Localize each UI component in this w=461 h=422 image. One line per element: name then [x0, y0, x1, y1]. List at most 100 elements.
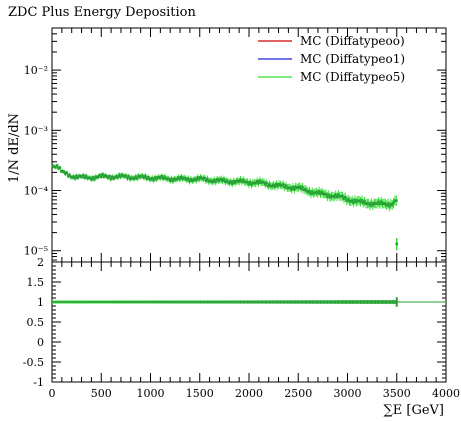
- data-point: [299, 187, 303, 191]
- data-point: [230, 182, 234, 186]
- data-point: [247, 182, 251, 186]
- data-point: [83, 176, 87, 180]
- data-point: [319, 192, 322, 195]
- data-point: [395, 242, 399, 246]
- data-point: [255, 179, 259, 183]
- data-point: [75, 174, 78, 178]
- data-point: [175, 177, 179, 181]
- data-point: [334, 193, 337, 197]
- main-y-tick-label: 10⁻³: [24, 124, 48, 137]
- data-point: [305, 189, 309, 192]
- data-point: [291, 185, 295, 189]
- data-point: [313, 191, 317, 194]
- data-point: [251, 181, 255, 185]
- data-point: [162, 177, 165, 180]
- data-point: [72, 175, 75, 178]
- data-point: [119, 175, 122, 179]
- data-point: [182, 176, 186, 180]
- data-point: [130, 176, 133, 180]
- data-point: [55, 164, 59, 167]
- data-point: [261, 180, 264, 184]
- main-y-tick-label: 10⁻⁴: [24, 185, 49, 198]
- data-point: [276, 184, 280, 188]
- data-point: [210, 179, 213, 183]
- data-point: [120, 173, 124, 177]
- data-point: [105, 175, 109, 178]
- data-point: [145, 177, 149, 181]
- data-point: [170, 177, 173, 181]
- data-point: [73, 177, 77, 180]
- data-point: [207, 180, 211, 183]
- data-point: [323, 193, 326, 196]
- data-point: [226, 180, 230, 184]
- data-point: [87, 176, 91, 180]
- legend-label: MC (Diffatypeo1): [300, 52, 405, 66]
- data-point: [178, 177, 182, 181]
- data-point: [139, 174, 143, 178]
- data-point: [59, 169, 63, 173]
- data-point: [219, 177, 223, 181]
- data-point: [377, 200, 380, 204]
- x-axis-label: ∑E [GeV]: [383, 403, 444, 418]
- data-point: [179, 175, 183, 179]
- data-point: [265, 181, 269, 185]
- main-y-axis: 10⁻⁵ 10⁻⁴ 10⁻³ 10⁻²: [24, 28, 447, 262]
- data-point: [134, 175, 138, 178]
- data-point: [171, 179, 175, 183]
- data-point: [135, 177, 139, 180]
- data-point: [273, 185, 277, 188]
- data-point: [133, 177, 136, 181]
- data-point: [190, 179, 194, 183]
- data-point: [350, 199, 354, 202]
- data-point: [155, 177, 158, 181]
- data-point: [379, 200, 383, 204]
- data-point: [259, 181, 263, 184]
- data-point: [246, 180, 249, 184]
- data-point: [211, 180, 215, 184]
- data-point: [277, 183, 281, 186]
- ratio-y-tick-label: 0.5: [27, 316, 45, 329]
- data-point: [58, 166, 62, 169]
- data-point: [149, 178, 153, 181]
- data-point: [157, 175, 161, 179]
- data-point: [222, 177, 226, 181]
- x-axis: 0 500 1000 1500 2000 2500 3000 3500 4000: [49, 262, 460, 400]
- data-point: [208, 179, 212, 183]
- data-point: [142, 176, 146, 179]
- data-point: [189, 177, 193, 181]
- data-point: [144, 174, 147, 178]
- data-point: [192, 178, 195, 182]
- data-point: [239, 178, 242, 181]
- data-point: [304, 188, 307, 191]
- data-point: [117, 173, 121, 177]
- data-point: [66, 174, 70, 178]
- legend-label: MC (Diffatypeo5): [300, 70, 405, 84]
- x-tick-label: 1500: [186, 387, 214, 400]
- data-point: [128, 177, 132, 181]
- data-point: [280, 184, 284, 187]
- data-point: [91, 176, 95, 179]
- data-point: [218, 178, 222, 182]
- data-point: [200, 176, 204, 180]
- data-point: [102, 175, 106, 178]
- data-point: [69, 175, 73, 179]
- data-point: [317, 190, 321, 193]
- data-point: [109, 177, 113, 181]
- legend: MC (Diffatypeoo) MC (Diffatypeo1) MC (Diff…: [258, 34, 405, 84]
- data-point: [250, 183, 253, 186]
- data-point: [337, 193, 340, 196]
- data-point: [228, 181, 231, 185]
- x-tick-label: 2000: [235, 387, 263, 400]
- data-point: [88, 176, 92, 180]
- data-point: [393, 199, 397, 202]
- data-point: [184, 177, 187, 180]
- data-point: [153, 176, 157, 179]
- data-point: [290, 188, 293, 191]
- data-point: [257, 181, 260, 185]
- data-point: [353, 198, 357, 202]
- data-point: [306, 190, 310, 194]
- data-point: [196, 176, 200, 179]
- data-point: [214, 180, 218, 184]
- data-point: [253, 181, 256, 185]
- data-point: [328, 196, 332, 199]
